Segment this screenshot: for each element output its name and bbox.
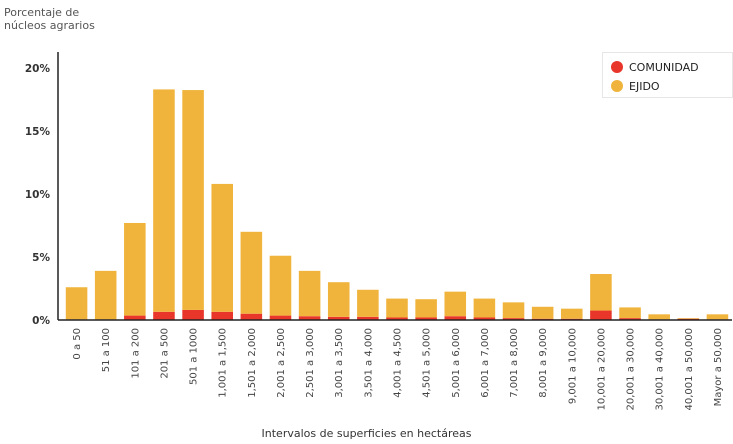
bar-ejido [357,289,379,317]
x-tick-label: 4,501 a 5,000 [422,328,433,398]
bar-ejido [240,231,263,314]
bar-ejido [648,314,670,320]
bar-ejido [269,255,292,316]
legend-item-comunidad: COMUNIDAD [611,59,699,75]
bar-comunidad [298,316,321,320]
x-tick-label: Mayor a 50,000 [713,328,724,406]
x-tick-label: 0 a 50 [72,328,83,360]
bar-comunidad [444,316,467,320]
bar-ejido [298,270,321,317]
bar-ejido [561,308,583,319]
bar-ejido [327,282,350,317]
bar-ejido [619,307,641,319]
y-axis-title: Porcentaje de núcleos agrarios [4,6,95,32]
y-tick-label: 20% [25,63,51,75]
bar-comunidad [619,318,641,320]
bar-ejido [65,287,88,320]
y-tick-label: 10% [25,189,51,201]
x-tick-label: 4,001 a 4,500 [393,328,404,398]
bar-ejido [386,298,408,318]
bar-comunidad [124,315,146,320]
bar-comunidad [357,316,379,320]
bar-ejido [444,291,467,317]
x-tick-label: 7,001 a 8,000 [509,328,520,398]
x-tick-label: 6,001 a 7,000 [480,328,491,398]
bar-comunidad [182,309,204,320]
x-tick-label: 3,001 a 3,500 [334,328,345,398]
bar-comunidad [386,317,408,320]
y-tick-label: 0% [32,315,50,327]
x-tick-label: 51 a 100 [101,328,112,372]
x-tick-label: 1,501 a 2,000 [247,328,258,398]
x-tick-label: 501 a 1000 [189,328,200,385]
x-tick-label: 9,001 a 10,000 [567,328,578,404]
bar-ejido [706,314,729,320]
bar-comunidad [153,311,175,320]
legend-swatch-ejido [611,80,623,92]
bar-ejido [502,302,525,319]
bar-comunidad [211,311,233,320]
x-tick-label: 8,001 a 9,000 [538,328,549,398]
x-tick-label: 40,001 a 50,000 [684,328,695,410]
legend-label-comunidad: COMUNIDAD [629,60,699,74]
legend-item-ejido: EJIDO [611,78,660,94]
x-tick-label: 30,001 a 40,000 [655,328,666,410]
bar-comunidad [240,313,263,320]
x-tick-label: 2,501 a 3,000 [305,328,316,398]
x-tick-label: 10,001 a 20,000 [596,328,607,410]
x-tick-label: 101 a 200 [130,328,141,379]
x-axis-title: Intervalos de superficies en hectáreas [261,427,472,440]
legend: COMUNIDAD EJIDO [602,52,733,98]
bar-comunidad [415,317,437,320]
legend-label-ejido: EJIDO [629,79,660,93]
bar-ejido [677,318,700,319]
bar-ejido [182,90,204,310]
bar-ejido [211,183,233,312]
x-tick-label: 2,001 a 2,500 [276,328,287,398]
bar-comunidad [269,315,292,320]
x-tick-label: 1,001 a 1,500 [218,328,229,398]
x-tick-label: 20,001 a 30,000 [626,328,637,410]
bar-ejido [531,306,554,319]
x-tick-label: 3,501 a 4,000 [363,328,374,398]
y-tick-label: 5% [32,252,50,264]
bar-comunidad [327,316,350,320]
bar-ejido [473,298,496,318]
bar-comunidad [502,318,525,320]
bar-ejido [415,299,437,318]
x-tick-label: 5,001 a 6,000 [451,328,462,398]
y-tick-label: 15% [25,126,51,138]
bar-comunidad [473,317,496,320]
bar-ejido [590,274,612,311]
x-tick-label: 201 a 500 [159,328,170,379]
bar-comunidad [590,310,612,320]
bar-ejido [124,222,146,316]
legend-swatch-comunidad [611,61,623,73]
bar-ejido [94,270,117,320]
bar-ejido [153,89,175,312]
